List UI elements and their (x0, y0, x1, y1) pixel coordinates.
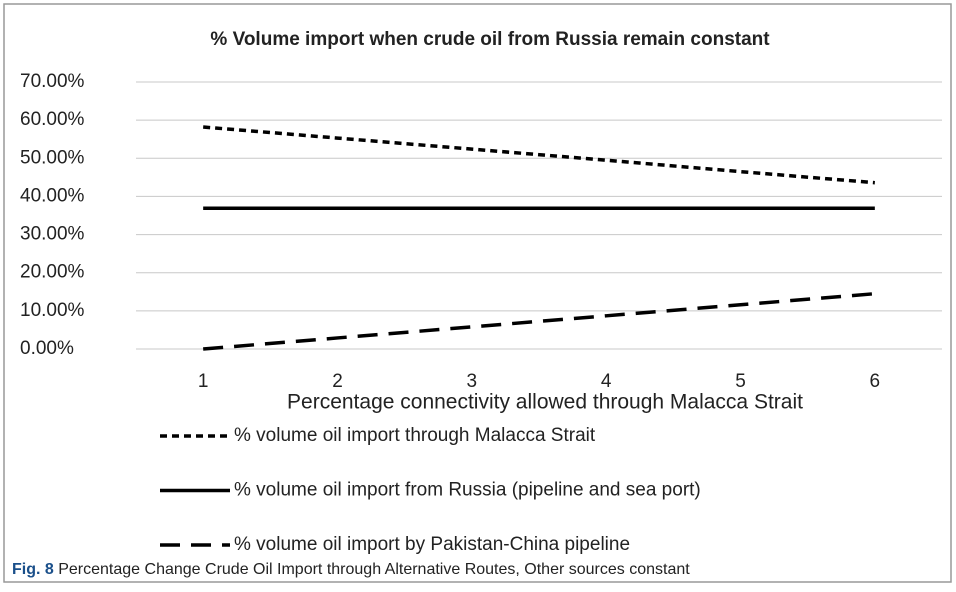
x-tick-label: 6 (870, 371, 881, 392)
x-tick-label: 5 (735, 371, 746, 392)
x-tick-label: 2 (332, 371, 343, 392)
caption-text: Percentage Change Crude Oil Import throu… (58, 561, 690, 578)
x-tick-label: 1 (198, 371, 209, 392)
y-tick-label: 70.00% (20, 71, 85, 92)
caption: Fig. 8 Percentage Change Crude Oil Impor… (12, 561, 690, 578)
y-tick-label: 10.00% (20, 300, 85, 321)
y-tick-label: 60.00% (20, 109, 85, 130)
legend-label: % volume oil import by Pakistan-China pi… (234, 534, 630, 555)
caption-label: Fig. 8 (12, 561, 54, 578)
x-tick-label: 3 (467, 371, 478, 392)
x-axis-label: Percentage connectivity allowed through … (287, 391, 803, 414)
y-tick-label: 40.00% (20, 185, 85, 206)
y-tick-label: 50.00% (20, 147, 85, 168)
x-tick-label: 4 (601, 371, 612, 392)
y-tick-label: 20.00% (20, 262, 85, 283)
chart-title: % Volume import when crude oil from Russ… (210, 29, 770, 50)
y-tick-label: 30.00% (20, 224, 85, 245)
frame (3, 3, 952, 583)
legend-label: % volume oil import through Malacca Stra… (234, 425, 596, 446)
series-line (203, 291, 875, 351)
y-tick-label: 0.00% (20, 338, 74, 359)
series-line (203, 125, 875, 185)
legend-label: % volume oil import from Russia (pipelin… (234, 480, 701, 501)
